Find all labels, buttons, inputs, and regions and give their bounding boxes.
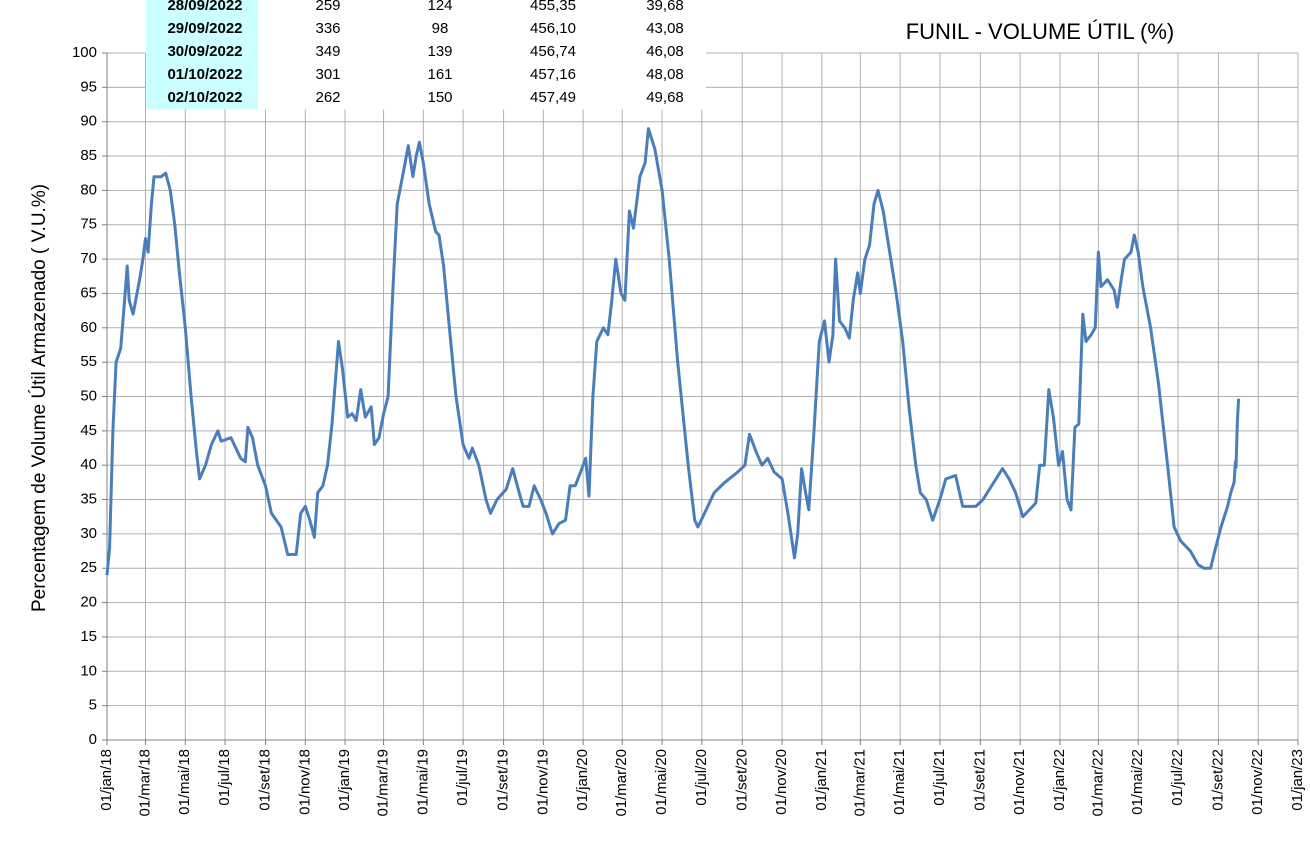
x-tick-label: 01/jul/18 <box>216 749 233 806</box>
table-cell: 49,68 <box>646 89 684 106</box>
x-tick-label: 01/mar/22 <box>1089 749 1106 817</box>
y-tick-label: 95 <box>80 78 97 95</box>
y-tick-label: 30 <box>80 525 97 542</box>
table-cell: 301 <box>315 66 340 83</box>
x-tick-label: 01/jul/19 <box>454 749 471 806</box>
date-cell <box>146 40 258 64</box>
table-cell: 139 <box>427 43 452 60</box>
y-tick-label: 20 <box>80 594 97 611</box>
x-tick-label: 01/mai/22 <box>1129 749 1146 815</box>
table-cell: 124 <box>427 0 452 14</box>
y-tick-label: 45 <box>80 422 97 439</box>
date-cell-text: 02/10/2022 <box>167 89 242 106</box>
x-tick-label: 01/set/20 <box>733 749 750 811</box>
table-cell: 48,08 <box>646 66 684 83</box>
x-tick-label: 01/set/19 <box>495 749 512 811</box>
table-cell: 46,08 <box>646 43 684 60</box>
table-cell: 259 <box>315 0 340 14</box>
y-tick-label: 15 <box>80 628 97 645</box>
x-tick-label: 01/jan/21 <box>813 749 830 811</box>
x-tick-label: 01/nov/18 <box>296 749 313 815</box>
x-tick-label: 01/mai/18 <box>176 749 193 815</box>
y-tick-label: 0 <box>89 731 97 748</box>
y-tick-label: 55 <box>80 353 97 370</box>
table-cell: 457,49 <box>530 89 576 106</box>
x-tick-label: 01/set/22 <box>1209 749 1226 811</box>
date-cell <box>146 0 258 18</box>
x-tick-label: 01/nov/22 <box>1249 749 1266 815</box>
table-cell: 262 <box>315 89 340 106</box>
table-cell: 98 <box>432 20 449 37</box>
table-cell: 457,16 <box>530 66 576 83</box>
y-tick-label: 70 <box>80 250 97 267</box>
x-tick-label: 01/mai/19 <box>414 749 431 815</box>
x-tick-label: 01/jan/20 <box>574 749 591 811</box>
table-cell: 456,10 <box>530 20 576 37</box>
date-cell-text: 28/09/2022 <box>167 0 242 14</box>
x-tick-label: 01/mar/21 <box>851 749 868 817</box>
y-tick-label: 50 <box>80 387 97 404</box>
x-tick-label: 01/mar/20 <box>613 749 630 817</box>
x-tick-label: 01/jan/18 <box>98 749 115 811</box>
x-tick-label: 01/nov/19 <box>534 749 551 815</box>
x-tick-label: 01/jul/21 <box>931 749 948 806</box>
chart-title: FUNIL - VOLUME ÚTIL (%) <box>906 19 1175 44</box>
y-axis-label: Percentagem de Volume Útil Armazenado ( … <box>28 184 50 612</box>
x-tick-label: 01/nov/21 <box>1011 749 1028 815</box>
x-tick-label: 01/nov/20 <box>773 749 790 815</box>
x-tick-label: 01/mai/21 <box>891 749 908 815</box>
table-cell: 43,08 <box>646 20 684 37</box>
y-tick-label: 75 <box>80 216 97 233</box>
date-cell-text: 29/09/2022 <box>167 20 242 37</box>
table-cell: 455,35 <box>530 0 576 14</box>
y-tick-label: 35 <box>80 491 97 508</box>
date-cell <box>146 63 258 87</box>
x-tick-label: 01/jan/19 <box>336 749 353 811</box>
x-tick-label: 01/jul/20 <box>693 749 710 806</box>
y-tick-label: 85 <box>80 147 97 164</box>
x-tick-label: 01/set/18 <box>256 749 273 811</box>
x-tick-label: 01/jul/22 <box>1169 749 1186 806</box>
y-tick-label: 5 <box>89 697 97 714</box>
data-line <box>105 127 1241 576</box>
x-tick-label: 01/mai/20 <box>653 749 670 815</box>
y-tick-label: 25 <box>80 559 97 576</box>
y-tick-label: 10 <box>80 662 97 679</box>
y-tick-label: 60 <box>80 319 97 336</box>
y-tick-label: 80 <box>80 181 97 198</box>
x-tick-label: 01/set/21 <box>971 749 988 811</box>
table-cell: 349 <box>315 43 340 60</box>
table-cell: 150 <box>427 89 452 106</box>
table-cell: 456,74 <box>530 43 576 60</box>
x-tick-label: 01/jan/23 <box>1289 749 1306 811</box>
date-cell <box>146 86 258 110</box>
table-cell: 39,68 <box>646 0 684 14</box>
y-tick-label: 90 <box>80 113 97 130</box>
y-tick-label: 40 <box>80 456 97 473</box>
y-tick-label: 100 <box>72 44 97 61</box>
date-cell-text: 30/09/2022 <box>167 43 242 60</box>
y-tick-label: 65 <box>80 284 97 301</box>
x-tick-label: 01/jan/22 <box>1051 749 1068 811</box>
date-cell-text: 01/10/2022 <box>167 66 242 83</box>
date-cell <box>146 17 258 41</box>
table-cell: 161 <box>427 66 452 83</box>
x-tick-label: 01/mar/19 <box>375 749 392 817</box>
x-tick-label: 01/mar/18 <box>136 749 153 817</box>
table-cell: 336 <box>315 20 340 37</box>
